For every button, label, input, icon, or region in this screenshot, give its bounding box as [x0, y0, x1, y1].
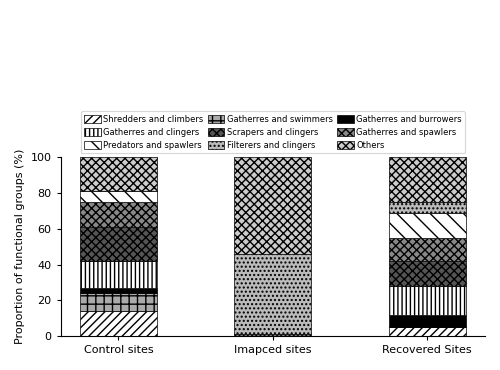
Bar [388, 327, 466, 336]
Bar [234, 254, 312, 334]
Bar [80, 157, 157, 191]
Bar [388, 157, 466, 202]
Bar [80, 227, 157, 261]
Bar [80, 191, 157, 202]
Bar [388, 202, 466, 213]
Bar [80, 202, 157, 227]
Bar [234, 157, 312, 254]
Bar [388, 314, 466, 327]
Bar [388, 238, 466, 261]
Legend: Shredders and climbers, Gatherres and clingers, Predators and spawlers, Gatherre: Shredders and climbers, Gatherres and cl… [80, 111, 465, 153]
Y-axis label: Proportion of functional groups (%): Proportion of functional groups (%) [15, 149, 25, 344]
Bar [80, 311, 157, 336]
Bar [80, 288, 157, 293]
Bar [388, 213, 466, 238]
Bar [388, 261, 466, 286]
Bar [388, 286, 466, 314]
Bar [80, 261, 157, 288]
Bar [80, 293, 157, 311]
Bar [234, 334, 312, 336]
